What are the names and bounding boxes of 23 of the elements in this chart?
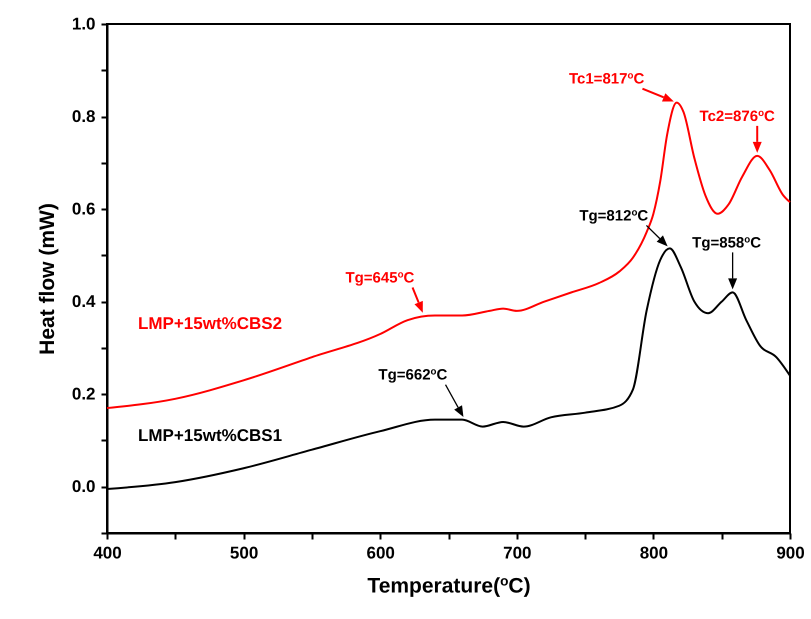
- annotation: Tc2=876$^{o}$C: [700, 107, 776, 125]
- series-label: LMP+15wt%CBS2: [138, 314, 282, 333]
- x-tick-label: 700: [503, 544, 532, 562]
- x-tick-label: 800: [640, 544, 668, 562]
- y-axis-title: Heat flow (mW): [36, 203, 59, 355]
- x-tick-label: 500: [230, 544, 258, 562]
- y-tick-label: 1.0: [72, 14, 96, 34]
- annotation: Tg=645$^{o}$C: [345, 269, 415, 287]
- y-tick-label: 0.8: [72, 107, 96, 126]
- y-tick-label: 0.4: [72, 292, 96, 312]
- y-tick-label: 0.0: [72, 477, 96, 496]
- x-tick-label: 400: [93, 544, 122, 562]
- x-axis-title: Temperature($^{o}$C): [367, 573, 531, 598]
- annotation: Tc1=817$^{o}$C: [568, 70, 644, 88]
- annotation: Tg=858$^{o}$C: [692, 234, 762, 252]
- annotation: Tg=812$^{o}$C: [579, 206, 648, 224]
- y-tick-label: 0.6: [72, 200, 96, 219]
- x-tick-label: 600: [366, 544, 395, 562]
- annotation: Tg=662$^{o}$C: [378, 366, 448, 384]
- series-label: LMP+15wt%CBS1: [138, 426, 282, 445]
- line-series: [106, 102, 791, 410]
- y-tick-label: 0.2: [72, 384, 96, 404]
- x-tick-label: 900: [776, 544, 805, 562]
